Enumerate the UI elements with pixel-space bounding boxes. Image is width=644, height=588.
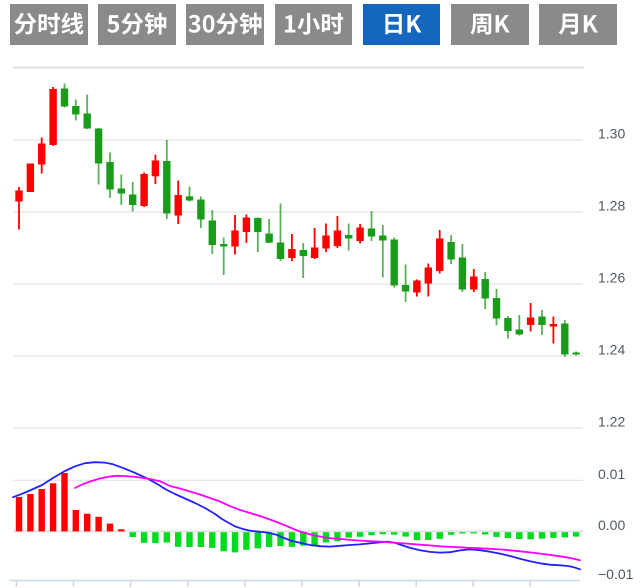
svg-text:1.30: 1.30 [598,126,625,142]
svg-text:1.24: 1.24 [598,342,625,358]
svg-text:−0.01: −0.01 [598,566,634,582]
svg-text:1.28: 1.28 [598,198,625,214]
svg-text:1.26: 1.26 [598,270,625,286]
svg-text:1.22: 1.22 [598,414,625,430]
svg-text:0.00: 0.00 [598,517,625,533]
svg-text:0.01: 0.01 [598,466,625,482]
